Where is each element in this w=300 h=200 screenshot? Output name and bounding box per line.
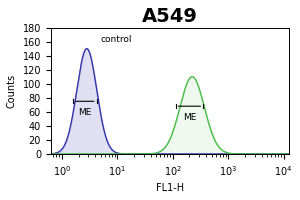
Text: control: control xyxy=(101,35,132,44)
X-axis label: FL1-H: FL1-H xyxy=(156,183,184,193)
Text: ME: ME xyxy=(78,108,92,117)
Y-axis label: Counts: Counts xyxy=(7,74,17,108)
Title: A549: A549 xyxy=(142,7,198,26)
Text: ME: ME xyxy=(183,113,196,122)
